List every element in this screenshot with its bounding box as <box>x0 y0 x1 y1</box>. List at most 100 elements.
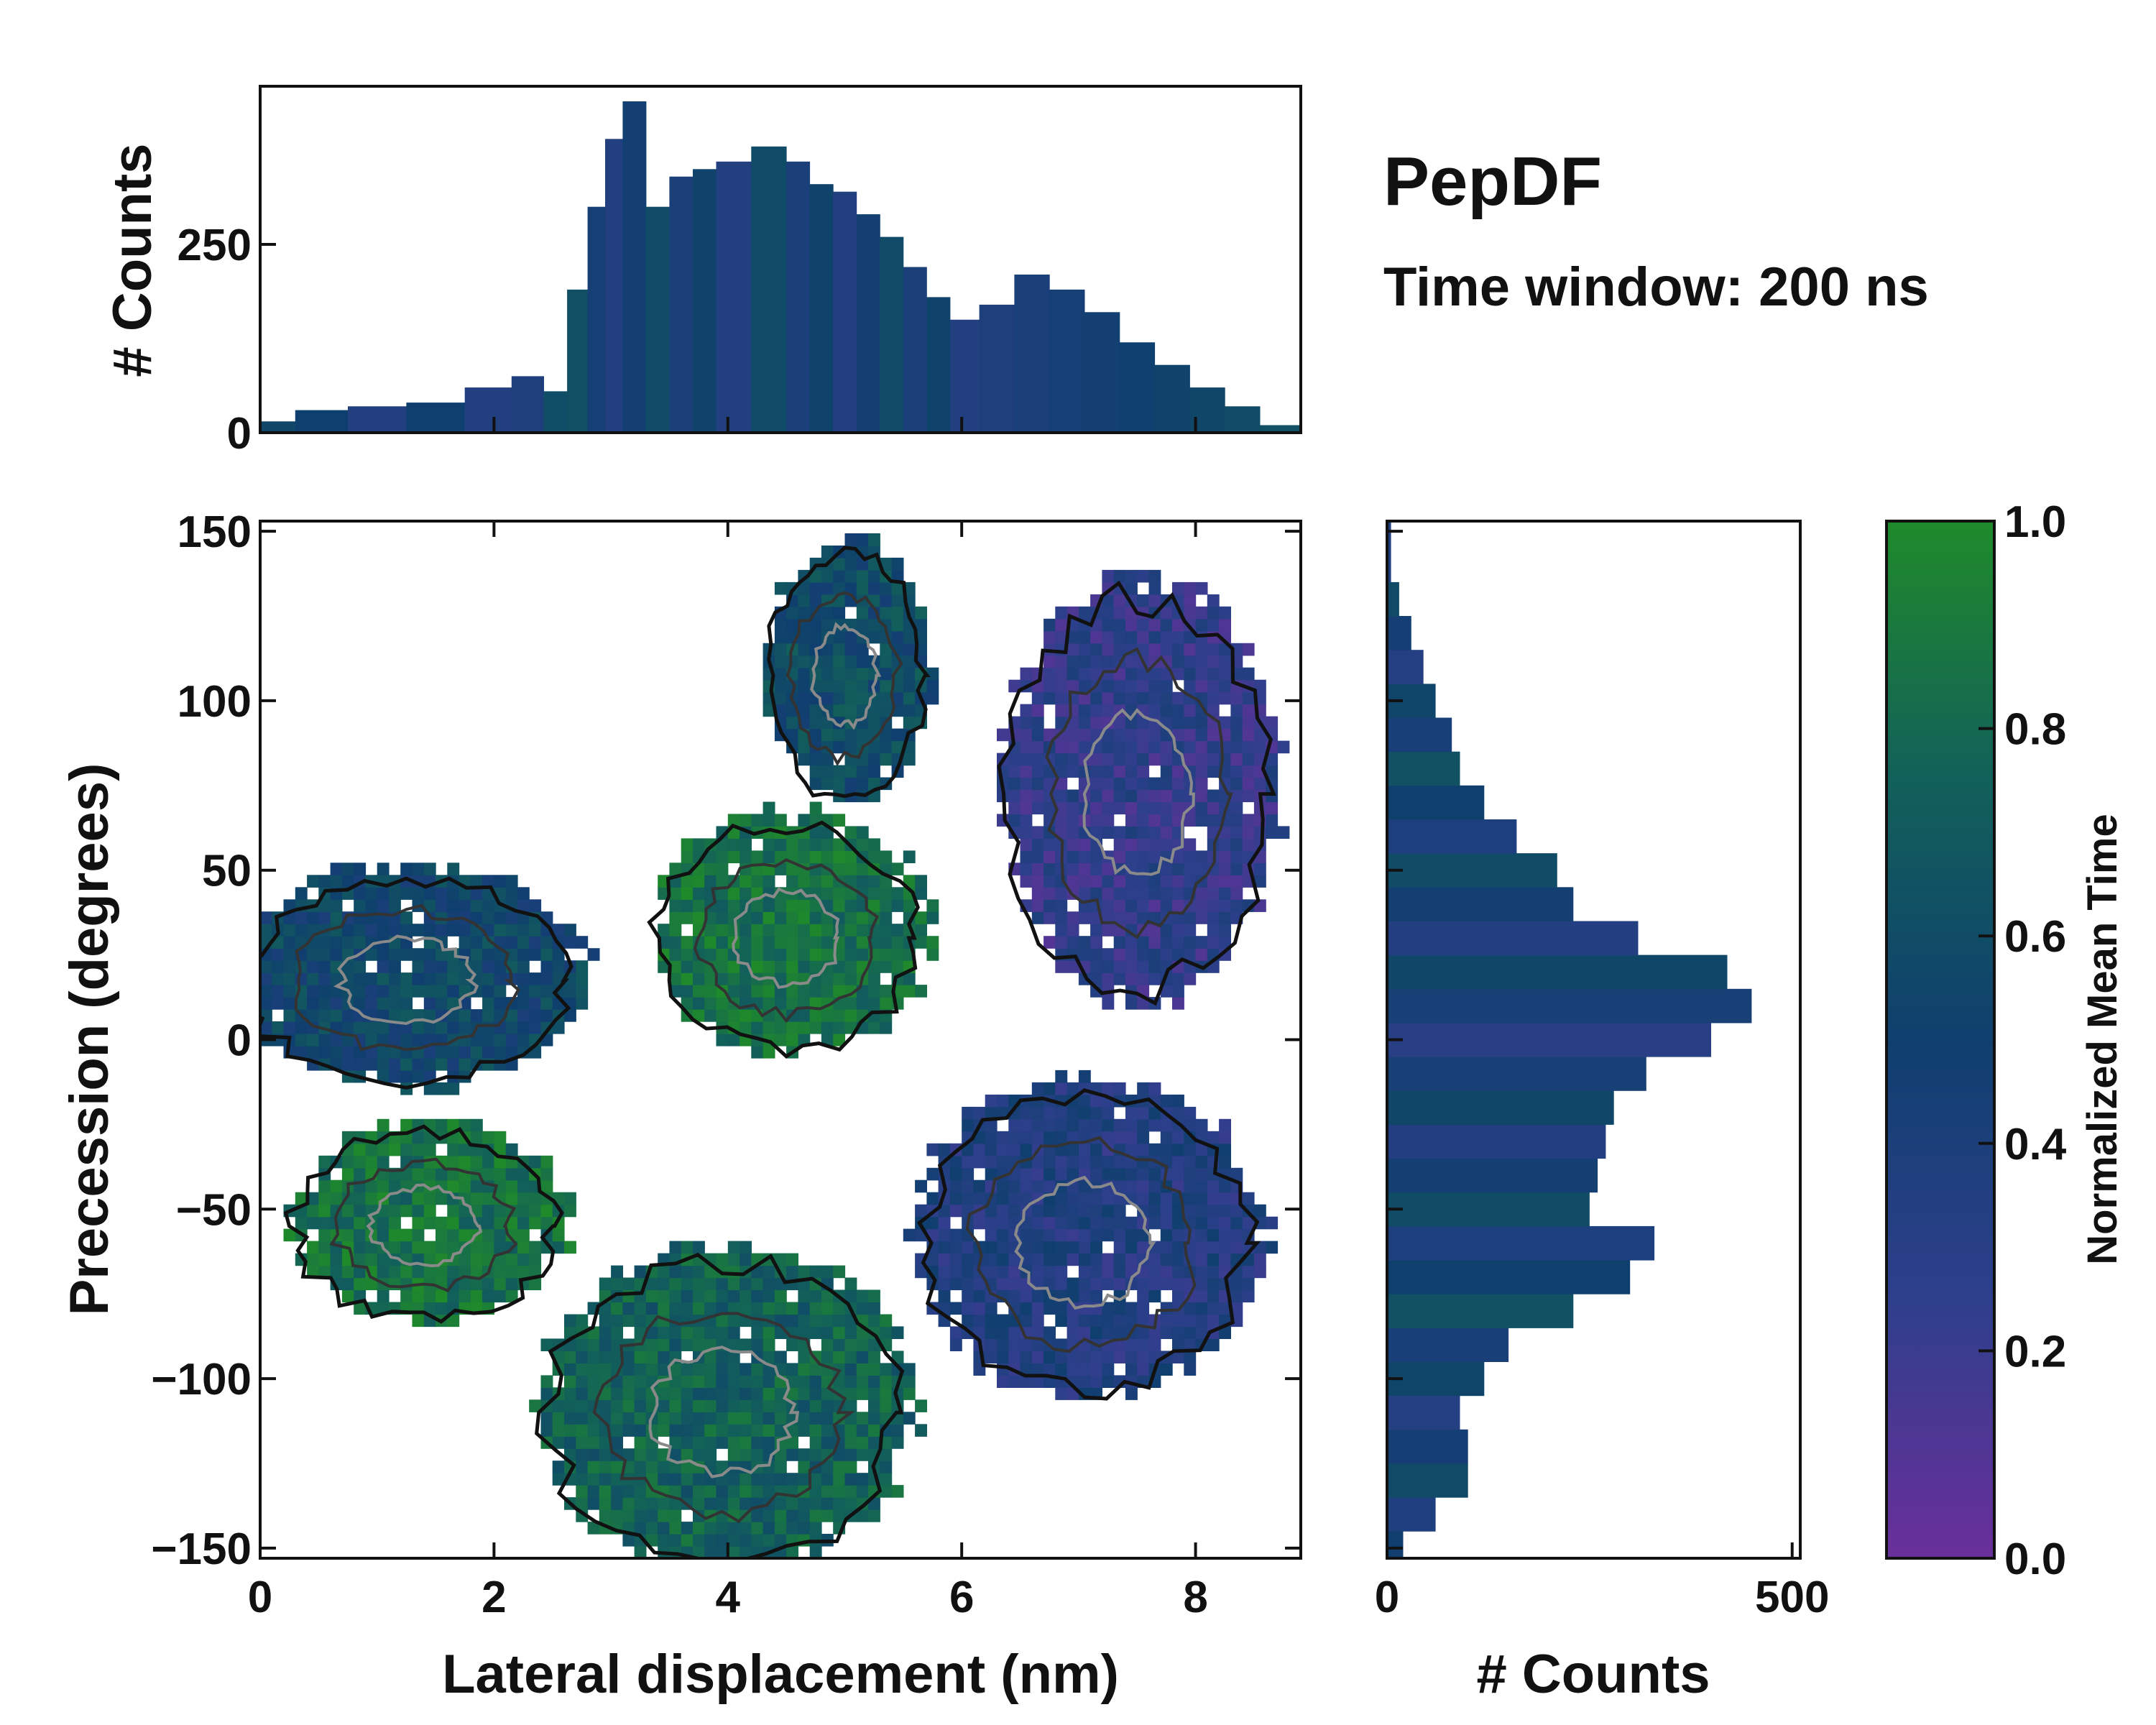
heatmap-cell <box>1148 1338 1161 1351</box>
heatmap-cell <box>669 1534 682 1547</box>
heatmap-cell <box>844 643 857 656</box>
heatmap-cell <box>587 1351 600 1363</box>
heatmap-cell <box>1137 936 1150 949</box>
heatmap-cell <box>751 924 764 937</box>
heatmap-cell <box>423 1143 436 1156</box>
heatmap-cell <box>1008 1338 1021 1351</box>
heatmap-cell <box>1160 1265 1173 1279</box>
heatmap-cell <box>821 972 834 985</box>
heatmap-cell <box>1242 1265 1255 1279</box>
heatmap-cell <box>377 997 390 1010</box>
contour-line <box>1082 708 1195 876</box>
heatmap-cell <box>856 655 869 668</box>
heatmap-cell <box>1067 667 1079 681</box>
heatmap-cell <box>856 1424 869 1437</box>
heatmap-cell <box>622 1424 635 1437</box>
heatmap-cell <box>903 753 916 766</box>
heatmap-cell <box>423 1241 436 1254</box>
heatmap-cell <box>634 1302 647 1315</box>
heatmap-cell <box>844 1338 857 1351</box>
heatmap-cell <box>330 862 343 875</box>
heatmap-cell <box>962 1253 975 1266</box>
right-histogram-bars <box>1387 521 1752 1559</box>
heatmap-cell <box>1067 655 1079 668</box>
heatmap-cell <box>844 911 857 924</box>
heatmap-cell <box>517 887 530 900</box>
heatmap-cell <box>272 972 285 985</box>
heatmap-cell <box>1230 1277 1243 1291</box>
heatmap-cell <box>1031 1179 1044 1193</box>
heatmap-cell <box>1160 862 1173 875</box>
top-histogram-bar <box>260 421 296 433</box>
heatmap-cell <box>751 1509 764 1522</box>
heatmap-cell <box>1184 850 1197 863</box>
heatmap-cell <box>740 1387 752 1400</box>
heatmap-cell <box>412 1228 425 1242</box>
heatmap-cell <box>1172 887 1184 900</box>
heatmap-cell <box>669 1399 682 1412</box>
heatmap-cell <box>693 1534 705 1547</box>
heatmap-cell <box>634 1399 647 1412</box>
heatmap-cell <box>529 924 542 937</box>
heatmap-cell <box>1102 960 1115 973</box>
heatmap-cell <box>517 960 530 973</box>
heatmap-cell <box>1148 1167 1161 1181</box>
heatmap-cell <box>564 1412 576 1425</box>
heatmap-cell <box>1090 1155 1102 1169</box>
heatmap-cell <box>1031 1338 1044 1351</box>
heatmap-cell <box>295 1046 308 1059</box>
heatmap-cell <box>868 569 880 583</box>
heatmap-cell <box>821 753 834 766</box>
heatmap-cell <box>1078 936 1091 949</box>
heatmap-cell <box>1044 1155 1056 1169</box>
heatmap-cell <box>1207 643 1220 656</box>
heatmap-cell <box>1160 887 1173 900</box>
heatmap-cell <box>505 1192 518 1205</box>
heatmap-cell <box>962 1314 975 1328</box>
heatmap-cell <box>833 1448 846 1461</box>
heatmap-cell <box>482 1009 494 1022</box>
heatmap-cell <box>307 1046 319 1059</box>
heatmap-cell <box>727 1302 740 1315</box>
heatmap-cell <box>1090 1216 1102 1230</box>
heatmap-cell <box>763 1412 775 1425</box>
heatmap-cell <box>1172 765 1184 778</box>
heatmap-cell <box>669 862 682 875</box>
heatmap-cell <box>786 1265 798 1279</box>
heatmap-cell <box>704 1351 717 1363</box>
heatmap-cell <box>377 1155 390 1169</box>
heatmap-cell <box>1090 801 1102 815</box>
heatmap-cell <box>821 1424 834 1437</box>
colorbar-frame <box>1885 520 1996 1560</box>
heatmap-cell <box>1219 1216 1231 1230</box>
contour-line <box>260 876 573 1090</box>
heatmap-cell <box>740 887 752 900</box>
heatmap-cell <box>1044 1106 1056 1120</box>
heatmap-cell <box>658 1326 671 1339</box>
heatmap-cell <box>704 1375 717 1388</box>
heatmap-cell <box>1102 630 1115 644</box>
heatmap-cell <box>809 1265 822 1279</box>
heatmap-cell <box>693 985 705 998</box>
heatmap-cell <box>436 1179 448 1193</box>
top-histogram-bar <box>880 236 904 433</box>
heatmap-cell <box>540 1009 553 1022</box>
heatmap-cell <box>634 1448 647 1461</box>
heatmap-cell <box>786 1302 798 1315</box>
heatmap-cell <box>1044 801 1056 815</box>
heatmap-cell <box>1067 1106 1079 1120</box>
heatmap-cell <box>880 1399 893 1412</box>
heatmap-cell <box>1113 1228 1126 1242</box>
heatmap-cell <box>681 838 694 851</box>
contour-line <box>732 887 840 989</box>
heatmap-cell <box>1113 875 1126 888</box>
heatmap-cell <box>307 948 319 961</box>
heatmap-cell <box>529 936 542 949</box>
heatmap-cell <box>1137 740 1150 754</box>
heatmap-cell <box>763 1046 775 1059</box>
heatmap-cell <box>716 875 729 888</box>
heatmap-cell <box>1219 1155 1231 1169</box>
heatmap-cell <box>740 1448 752 1461</box>
